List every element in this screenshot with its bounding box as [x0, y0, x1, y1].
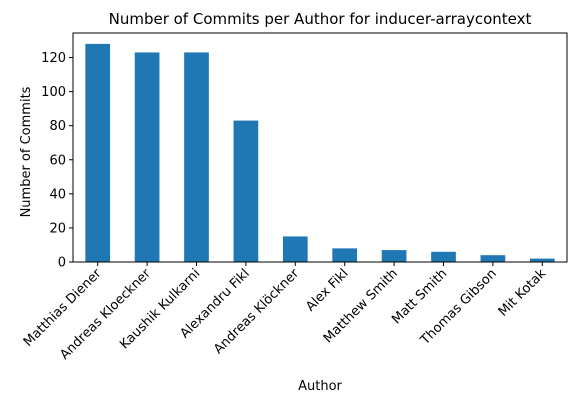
y-tick-label: 80	[49, 119, 66, 134]
bars-group	[85, 44, 554, 262]
y-axis-title: Number of Commits	[19, 86, 34, 217]
bar-4	[283, 236, 308, 262]
bar-2	[184, 52, 209, 262]
bar-3	[234, 121, 259, 262]
x-tick-label: Andreas Klöckner	[211, 266, 302, 357]
y-tick-label: 100	[41, 85, 66, 100]
x-axis-title: Author	[298, 379, 342, 394]
bar-6	[382, 250, 407, 262]
bar-8	[481, 255, 506, 262]
x-tick-label: Alex Fikl	[303, 266, 351, 314]
bar-1	[135, 52, 160, 262]
y-tick-label: 60	[49, 153, 66, 168]
y-tick-label: 40	[49, 187, 66, 202]
x-tick-label: Mit Kotak	[496, 266, 550, 320]
y-tick-label: 20	[49, 221, 66, 236]
chart-title: Number of Commits per Author for inducer…	[109, 10, 532, 28]
bar-0	[85, 44, 110, 262]
y-tick-label: 120	[41, 51, 66, 66]
bar-5	[332, 248, 357, 262]
bar-9	[530, 259, 555, 262]
bar-7	[431, 252, 456, 262]
x-tick-label: Andreas Kloeckner	[57, 266, 154, 363]
y-tick-label: 0	[58, 256, 66, 271]
y-axis: 0 20 40 60 80 100 120	[41, 51, 73, 270]
